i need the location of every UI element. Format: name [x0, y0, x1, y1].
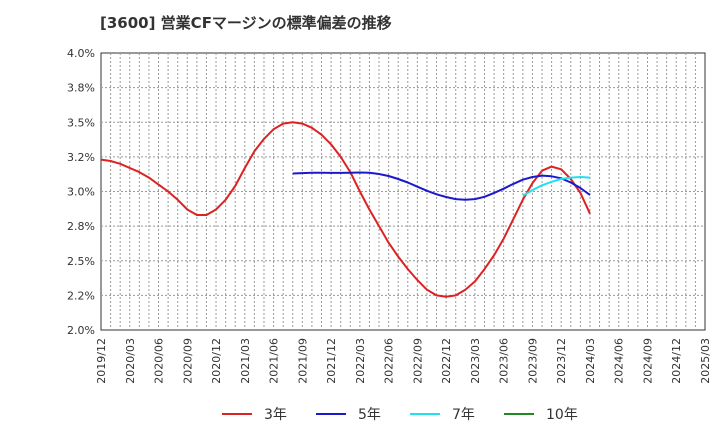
y-tick-label: 2.0% [67, 324, 95, 337]
series-line-7年 [522, 176, 591, 197]
y-tick-label: 2.5% [67, 255, 95, 268]
legend-label: 5年 [358, 407, 381, 423]
x-tick-label: 2023/12 [555, 338, 568, 384]
x-tick-label: 2020/09 [181, 338, 194, 384]
x-tick-label: 2025/03 [699, 338, 712, 384]
x-tick-label: 2023/06 [498, 338, 511, 384]
x-tick-label: 2023/09 [526, 338, 539, 384]
x-tick-label: 2019/12 [95, 338, 108, 384]
legend-label: 10年 [546, 407, 578, 423]
x-tick-label: 2022/09 [411, 338, 424, 384]
x-tick-label: 2020/12 [210, 338, 223, 384]
x-tick-label: 2023/03 [469, 338, 482, 384]
x-tick-label: 2021/09 [296, 338, 309, 384]
x-tick-label: 2022/06 [383, 338, 396, 384]
x-tick-label: 2021/06 [268, 338, 281, 384]
grid-lines [101, 53, 705, 330]
y-tick-label: 3.0% [67, 186, 95, 199]
chart-title: [3600] 営業CFマージンの標準偏差の推移 [100, 14, 392, 32]
legend: 3年 5年 7年 10年 [222, 407, 578, 423]
x-tick-label: 2021/03 [239, 338, 252, 384]
x-tick-label: 2024/12 [670, 338, 683, 384]
series-lines [100, 121, 591, 298]
y-tick-label: 2.2% [67, 289, 95, 302]
y-tick-label: 4.0% [67, 47, 95, 60]
x-tick-label: 2020/03 [124, 338, 137, 384]
y-tick-label: 3.5% [67, 116, 95, 129]
series-line-5年 [292, 171, 591, 201]
x-tick-label: 2024/09 [641, 338, 654, 384]
x-tick-label: 2022/12 [440, 338, 453, 384]
series-line-3年 [100, 121, 591, 298]
y-axis-ticks: 2.0% 2.2% 2.5% 2.8% 3.0% 3.2% 3.5% 3.8% 4.0% [67, 47, 95, 337]
y-tick-label: 2.8% [67, 220, 95, 233]
y-tick-label: 3.2% [67, 151, 95, 164]
x-tick-label: 2024/03 [584, 338, 597, 384]
x-tick-label: 2021/12 [325, 338, 338, 384]
legend-label: 3年 [264, 407, 287, 423]
legend-label: 7年 [452, 407, 475, 423]
x-tick-label: 2024/06 [613, 338, 626, 384]
y-tick-label: 3.8% [67, 82, 95, 95]
x-axis-ticks: 2019/12 2020/03 2020/06 2020/09 2020/12 2021/… [95, 338, 712, 384]
x-tick-label: 2022/03 [354, 338, 367, 384]
x-tick-label: 2020/06 [153, 338, 166, 384]
